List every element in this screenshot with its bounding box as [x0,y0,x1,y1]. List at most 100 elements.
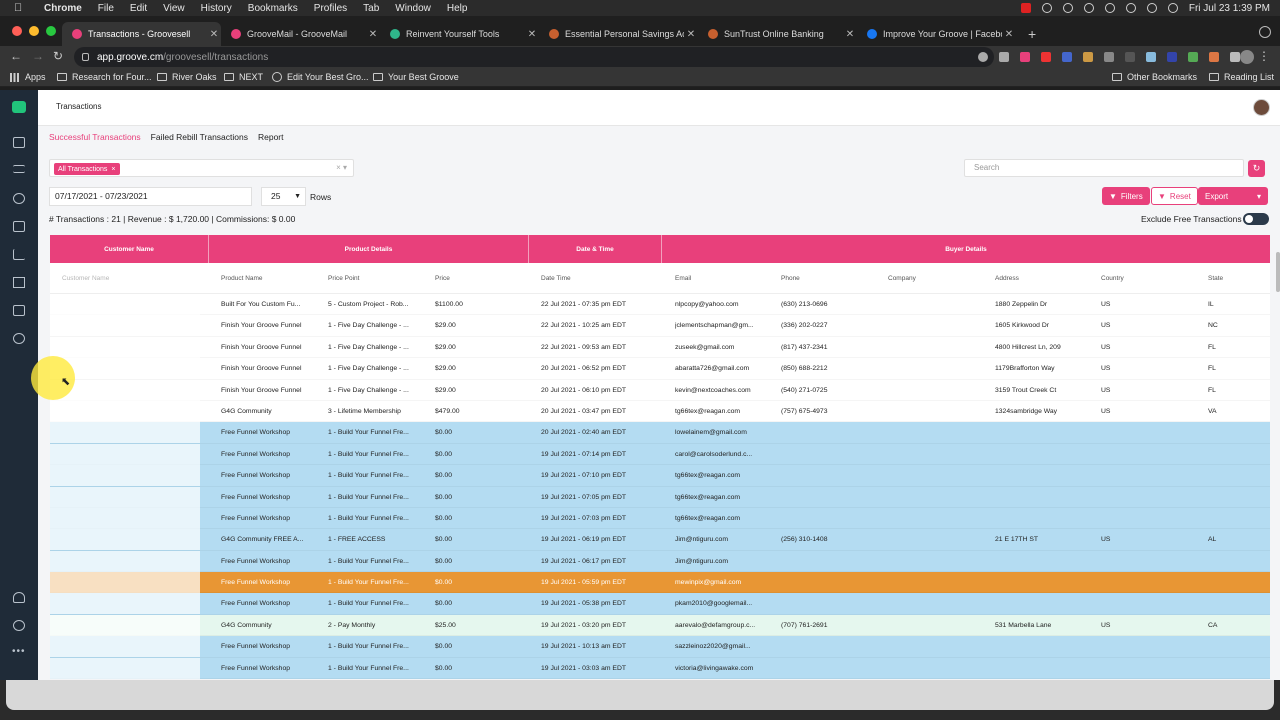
customer-name-cell[interactable] [50,379,200,401]
refresh-button[interactable]: ↻ [1248,160,1265,177]
customer-name-cell[interactable] [50,422,200,444]
control-center-icon[interactable] [1167,3,1178,13]
close-tab-icon[interactable]: ✕ [209,28,219,40]
customer-name-cell[interactable] [50,636,200,658]
filters-button[interactable]: ▼ Filters [1102,187,1150,205]
date-range-input[interactable]: 07/17/2021 - 07/23/2021 [49,187,252,206]
table-row[interactable]: Built For You Custom Fu... 5 - Custom Pro… [50,294,1270,316]
customer-name-cell[interactable] [50,572,200,594]
address-bar[interactable]: app.groove.cm/groovesell/transactions [74,47,994,67]
exclude-free-toggle[interactable] [1243,213,1269,225]
extension-icon[interactable] [1104,52,1114,62]
menu-tab[interactable]: Tab [363,2,380,14]
table-row[interactable]: Free Funnel Workshop 1 - Build Your Funne… [50,593,1270,615]
customer-name-cell[interactable] [50,657,200,679]
zoom-icon[interactable] [978,52,988,62]
tab-groovemail[interactable]: GrooveMail - GrooveMail ✕ [221,22,380,46]
customer-name-cell[interactable] [50,465,200,487]
bookmark-star-icon[interactable] [999,52,1009,62]
extension-icon[interactable] [1041,52,1051,62]
home-icon[interactable] [13,137,25,148]
extension-icon[interactable] [1167,52,1177,62]
chart-icon[interactable] [13,249,25,260]
customer-name-cell[interactable] [50,529,200,551]
megaphone-icon[interactable] [13,193,25,204]
menu-profiles[interactable]: Profiles [313,2,348,14]
extension-icon[interactable] [1083,52,1093,62]
menu-file[interactable]: File [97,2,114,14]
menu-app[interactable]: Chrome [44,2,82,14]
table-row[interactable]: Finish Your Groove Funnel 1 - Five Day Ch… [50,379,1270,401]
table-row[interactable]: G4G Community 2 - Pay Monthly $25.00 19 Jul… [50,614,1270,637]
table-row[interactable]: G4G Community FREE A... 1 - FREE ACCESS $0… [50,529,1270,551]
table-row[interactable]: Free Funnel Workshop 1 - Build Your Funne… [50,465,1270,487]
table-row[interactable]: Free Funnel Workshop 1 - Build Your Funne… [50,657,1270,680]
remove-chip-icon[interactable]: × [111,165,116,173]
tab-facebook[interactable]: Improve Your Groove | Facebo ✕ [857,22,1016,46]
tab-failed-rebill-transactions[interactable]: Failed Rebill Transactions [150,132,248,142]
bookmark-river-oaks[interactable]: River Oaks [157,72,217,82]
column-header[interactable]: Phone [781,275,800,282]
extension-icon[interactable] [1062,52,1072,62]
vpn-icon[interactable] [1041,3,1052,13]
table-row[interactable]: Finish Your Groove Funnel 1 - Five Day Ch… [50,358,1270,380]
filter-chip[interactable]: All Transactions × [54,163,120,175]
extension-icon[interactable] [1188,52,1198,62]
column-header[interactable]: Customer Name [62,275,110,282]
close-tab-icon[interactable]: ✕ [845,28,855,40]
groove-logo-icon[interactable] [12,101,26,113]
zoom-window-icon[interactable] [46,26,56,36]
column-header[interactable]: Product Name [221,275,263,282]
tools-icon[interactable] [13,277,25,288]
tab-suntrust[interactable]: SunTrust Online Banking ✕ [698,22,857,46]
table-row[interactable]: Finish Your Groove Funnel 1 - Five Day Ch… [50,336,1270,359]
customer-name-cell[interactable] [50,550,200,572]
table-row[interactable]: Free Funnel Workshop 1 - Build Your Funne… [50,572,1270,594]
minimize-window-icon[interactable] [29,26,39,36]
customer-name-cell[interactable] [50,593,200,615]
wifi-icon[interactable] [1125,3,1136,13]
column-header[interactable]: Date Time [541,275,571,282]
table-row[interactable]: Free Funnel Workshop 1 - Build Your Funne… [50,636,1270,658]
close-tab-icon[interactable]: ✕ [527,28,537,40]
battery-icon[interactable] [1104,3,1115,13]
support-icon[interactable] [13,592,25,603]
customer-name-cell[interactable] [50,443,200,465]
column-header[interactable]: State [1208,275,1224,282]
bookmark-next[interactable]: NEXT [224,72,263,82]
more-dots-icon[interactable]: ••• [12,646,26,657]
bookmark-edit-best-groove[interactable]: Edit Your Best Gro... [272,72,369,82]
extension-icon[interactable] [1146,52,1156,62]
puzzle-icon[interactable] [1230,52,1240,62]
bookmark-your-best-groove[interactable]: Your Best Groove [373,72,459,82]
tab-successful-transactions[interactable]: Successful Transactions [49,132,141,142]
column-header[interactable]: Price [435,275,450,282]
user-avatar[interactable] [1253,99,1270,116]
settings-gear-icon[interactable] [13,333,25,344]
new-tab-icon[interactable]: + [1028,26,1037,42]
status-icon[interactable] [1062,3,1073,13]
customer-name-cell[interactable] [50,507,200,529]
table-row[interactable]: Free Funnel Workshop 1 - Build Your Funne… [50,550,1270,573]
lock-icon[interactable] [82,53,89,61]
close-tab-icon[interactable]: ✕ [686,28,696,40]
close-tab-icon[interactable]: ✕ [368,28,378,40]
table-row[interactable]: Free Funnel Workshop 1 - Build Your Funne… [50,486,1270,508]
export-button[interactable]: Export ▾ [1198,187,1268,205]
column-header[interactable]: Country [1101,275,1124,282]
rows-per-page-select[interactable]: 25 ▼ [261,187,306,206]
customer-name-cell[interactable] [50,336,200,358]
bookmark-reading-list[interactable]: Reading List [1209,72,1274,82]
menu-help[interactable]: Help [446,2,468,14]
extension-icon[interactable] [1020,52,1030,62]
extension-icon[interactable] [1209,52,1219,62]
table-row[interactable]: G4G Community 3 - Lifetime Membership $479… [50,400,1270,423]
apple-icon[interactable]:  [14,2,30,14]
column-header[interactable]: Price Point [328,275,360,282]
customer-name-cell[interactable] [50,315,200,337]
menu-bookmarks[interactable]: Bookmarks [247,2,298,14]
forward-icon[interactable]: → [32,49,44,63]
column-header[interactable]: Email [675,275,692,282]
menu-edit[interactable]: Edit [129,2,148,14]
table-row[interactable]: Free Funnel Workshop 1 - Build Your Funne… [50,422,1270,444]
